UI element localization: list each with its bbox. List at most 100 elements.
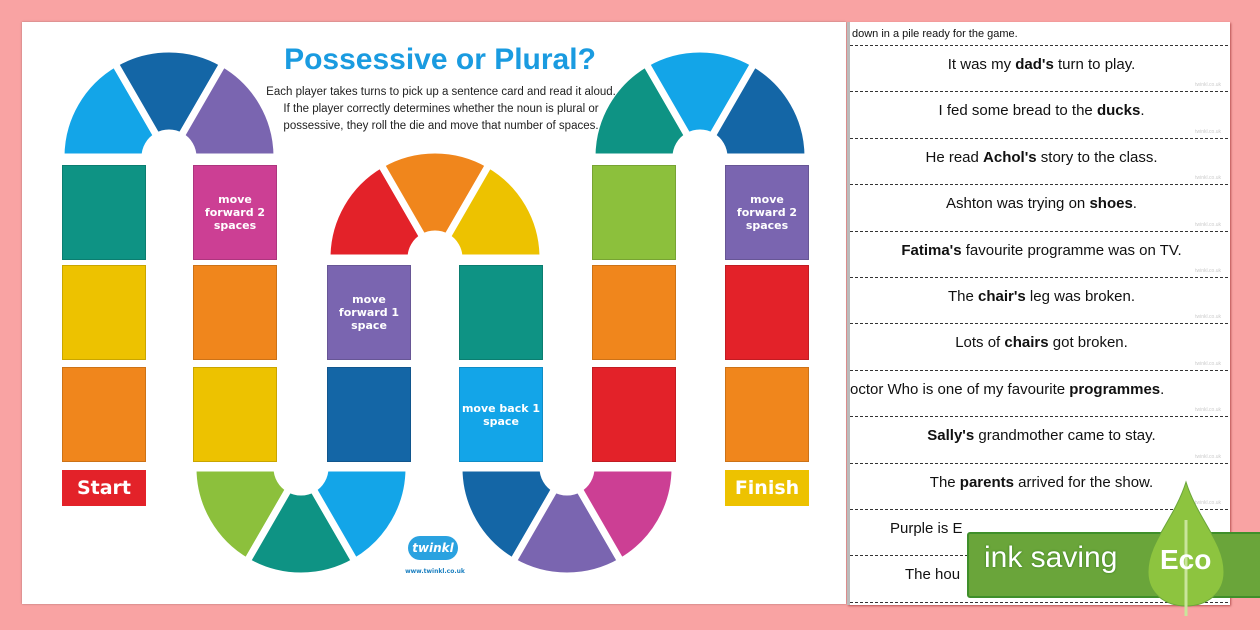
sentence-text: The hou — [850, 566, 1230, 584]
board-square-move-back-1: move back 1 space — [459, 367, 543, 462]
arch-space — [588, 58, 693, 161]
arch-space — [57, 58, 162, 161]
page-title: Possessive or Plural? — [284, 43, 596, 76]
eco-label: Eco — [1160, 544, 1212, 575]
twinkl-logo: twinkl — [408, 536, 458, 560]
sentence-text: Purple is E — [850, 520, 1230, 538]
sentence-card: octor Who is one of my favourite program… — [850, 371, 1230, 418]
arch-space — [376, 146, 494, 242]
sentence-text: Ashton was trying on shoes. — [850, 195, 1230, 213]
key-noun: shoes — [1089, 195, 1133, 213]
sentence-part: grandmother came to stay. — [974, 427, 1156, 445]
key-noun: parents — [959, 473, 1014, 491]
sentence-text: Fatima's favourite programme was on TV. — [850, 242, 1230, 260]
watermark: twinkl.co.uk — [1195, 360, 1221, 367]
sentence-part: . — [1140, 102, 1145, 120]
sentence-part: It was my — [947, 56, 1016, 73]
arch-space — [707, 58, 812, 161]
sentence-part: The — [947, 288, 978, 305]
watermark: twinkl.co.uk — [1195, 267, 1221, 274]
twinkl-url: www.twinkl.co.uk — [405, 568, 465, 575]
sentence-part: turn to play. — [1053, 56, 1136, 73]
board-square — [62, 165, 146, 260]
instructions-text: Each player takes turns to pick up a sen… — [266, 86, 616, 132]
watermark: twinkl.co.uk — [1195, 407, 1221, 414]
square-label: move forward 2 spaces — [204, 193, 266, 232]
arch-space — [323, 159, 428, 262]
board-square — [592, 367, 676, 462]
sentence-part: story to the class. — [1036, 148, 1158, 166]
sentence-text: The chair's leg was broken. — [850, 288, 1230, 306]
intro-fragment: down in a pile ready for the game. — [850, 22, 1230, 46]
sentence-text: It was my dad's turn to play. — [850, 56, 1230, 74]
board-square — [725, 367, 809, 462]
sentence-part: Lots of — [955, 334, 1005, 352]
sentence-card: Sally's grandmother came to stay. twinkl.… — [850, 417, 1230, 464]
sentence-part: . — [1160, 380, 1165, 398]
finish-square: Finish — [725, 470, 809, 506]
sentence-card: The chair's leg was broken. twinkl.co.uk — [850, 278, 1230, 325]
key-noun: Sally's — [927, 427, 975, 445]
key-noun: chairs — [1004, 334, 1049, 352]
watermark: twinkl.co.uk — [1195, 499, 1221, 506]
sentence-part: Ashton was trying on — [946, 195, 1090, 213]
sentence-text: Sally's grandmother came to stay. — [850, 427, 1230, 445]
board-square — [592, 265, 676, 360]
key-noun: Achol's — [983, 148, 1037, 166]
watermark: twinkl.co.uk — [1195, 175, 1221, 182]
board-square — [62, 367, 146, 462]
sentence-card: The parents arrived for the show. twinkl.… — [850, 464, 1230, 510]
leaf-icon — [1147, 480, 1225, 616]
sentence-card: He read Achol's story to the class. twink… — [850, 139, 1230, 186]
board-square-move-forward-2: move forward 2 spaces — [725, 165, 809, 260]
sentence-part: Purple is E — [890, 520, 963, 537]
arch-space — [574, 464, 679, 567]
sentence-card: Fatima's favourite programme was on TV. t… — [850, 232, 1230, 278]
board-square — [459, 265, 543, 360]
key-noun: programmes — [1069, 380, 1161, 398]
square-label: move forward 2 spaces — [736, 193, 798, 232]
watermark: twinkl.co.uk — [1195, 314, 1221, 321]
sentence-text: octor Who is one of my favourite program… — [850, 381, 1230, 399]
sentence-part: The — [929, 473, 960, 491]
sentence-part: . — [1132, 195, 1137, 213]
sentence-part: He read — [925, 148, 984, 166]
board-square — [62, 265, 146, 360]
board-square — [592, 165, 676, 260]
sentence-part: I fed some bread to the — [938, 102, 1097, 120]
sentence-text: The parents arrived for the show. — [850, 474, 1230, 492]
game-board: Possessive or Plural? Each player takes … — [22, 22, 846, 604]
board-square — [725, 265, 809, 360]
sentence-text: He read Achol's story to the class. — [850, 149, 1230, 167]
board-square — [193, 265, 277, 360]
sentence-part: arrived for the show. — [1013, 473, 1154, 491]
arch-space — [110, 45, 228, 141]
arch-space — [455, 464, 560, 567]
board-square-move-forward-1: move forward 1 space — [327, 265, 411, 360]
watermark: twinkl.co.uk — [1195, 82, 1221, 89]
key-noun: dad's — [1015, 56, 1054, 73]
key-noun: chair's — [978, 288, 1026, 305]
sentence-part: leg was broken. — [1025, 288, 1135, 305]
watermark: twinkl.co.uk — [1195, 221, 1221, 228]
sentence-text: Lots of chairs got broken. — [850, 334, 1230, 352]
eco-badge-text: ink saving — [984, 541, 1118, 574]
sentence-card: I fed some bread to the ducks. twinkl.co.… — [850, 92, 1230, 139]
arch-space — [308, 464, 413, 567]
arch-space — [508, 484, 626, 580]
sentence-part: octor Who is one of my favourite — [850, 380, 1070, 398]
arch-space — [242, 484, 360, 580]
start-square: Start — [62, 470, 146, 506]
key-noun: ducks — [1096, 102, 1141, 120]
board-square-move-forward-2: move forward 2 spaces — [193, 165, 277, 260]
sentence-cards-sheet: down in a pile ready for the game. It wa… — [847, 22, 1230, 605]
arch-space — [189, 464, 294, 567]
sentence-part: favourite programme was on TV. — [961, 241, 1182, 259]
board-square — [327, 367, 411, 462]
key-noun: Fatima's — [901, 241, 962, 259]
square-label: move back 1 space — [461, 401, 541, 428]
square-label: move forward 1 space — [338, 293, 400, 332]
watermark: twinkl.co.uk — [1195, 453, 1221, 460]
sentence-card: Lots of chairs got broken. twinkl.co.uk — [850, 324, 1230, 371]
sentence-part: The hou — [905, 566, 961, 584]
